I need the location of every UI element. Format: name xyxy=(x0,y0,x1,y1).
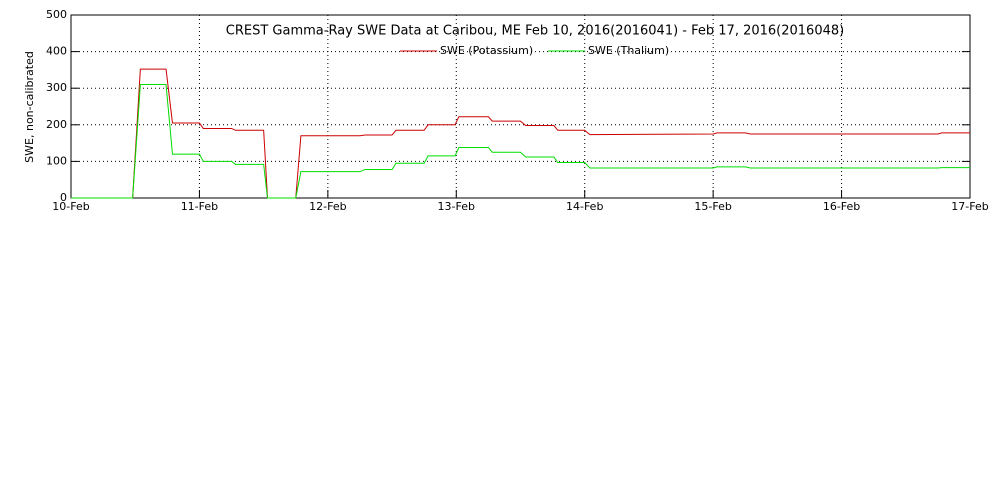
y-tick-label: 100 xyxy=(46,154,67,167)
x-tick-label: 14-Feb xyxy=(566,200,603,213)
x-tick-label: 12-Feb xyxy=(309,200,346,213)
plot-frame xyxy=(70,14,971,199)
y-tick-label: 200 xyxy=(46,118,67,131)
legend-label: SWE (Potassium) xyxy=(440,44,533,57)
chart-title: CREST Gamma-Ray SWE Data at Caribou, ME … xyxy=(226,24,844,39)
x-tick-label: 17-Feb xyxy=(951,200,988,213)
legend-label: SWE (Thalium) xyxy=(588,44,669,57)
x-tick-label: 10-Feb xyxy=(52,200,89,213)
x-tick-label: 13-Feb xyxy=(438,200,475,213)
series-line xyxy=(71,84,970,199)
y-tick-label: 400 xyxy=(46,45,67,58)
x-tick-label: 11-Feb xyxy=(181,200,218,213)
y-tick-label: 500 xyxy=(46,8,67,21)
series-line xyxy=(71,68,970,199)
y-tick-label: 300 xyxy=(46,81,67,94)
x-tick-label: 15-Feb xyxy=(694,200,731,213)
y-tick-label: 0 xyxy=(60,191,67,204)
x-tick-label: 16-Feb xyxy=(823,200,860,213)
y-axis-label: SWE, non-calibrated xyxy=(23,51,36,163)
